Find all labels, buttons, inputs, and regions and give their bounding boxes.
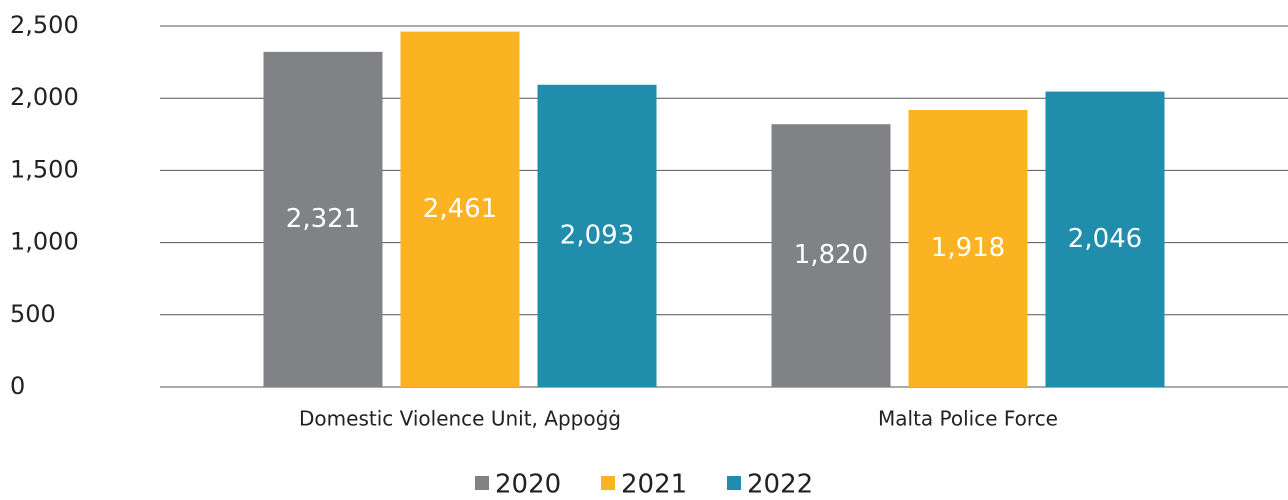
- bar: [908, 110, 1028, 387]
- y-tick-label: 0: [10, 372, 25, 400]
- legend-label: 2022: [747, 470, 813, 500]
- legend-label: 2020: [495, 470, 561, 500]
- legend-swatch: [601, 476, 615, 490]
- data-label: 2,461: [423, 194, 497, 224]
- y-tick-label: 1,000: [10, 228, 79, 256]
- y-tick-label: 2,000: [10, 83, 79, 111]
- bar: [537, 84, 657, 387]
- y-tick-label: 1,500: [10, 155, 79, 183]
- data-label: 1,820: [794, 240, 868, 270]
- x-tick-label: Domestic Violence Unit, Appoġġ: [299, 407, 621, 431]
- data-label: 1,918: [931, 233, 1005, 263]
- bar: [263, 51, 383, 388]
- data-label: 2,321: [286, 204, 360, 234]
- bar: [400, 31, 520, 388]
- data-label: 2,046: [1068, 224, 1142, 254]
- data-label: 2,093: [560, 220, 634, 250]
- x-tick-label: Malta Police Force: [878, 407, 1058, 431]
- bar: [1045, 91, 1165, 387]
- legend-label: 2021: [621, 470, 687, 500]
- y-tick-label: 2,500: [10, 11, 79, 39]
- legend-swatch: [475, 476, 489, 490]
- bar: [771, 124, 891, 387]
- y-tick-label: 500: [10, 300, 56, 328]
- legend-swatch: [727, 476, 741, 490]
